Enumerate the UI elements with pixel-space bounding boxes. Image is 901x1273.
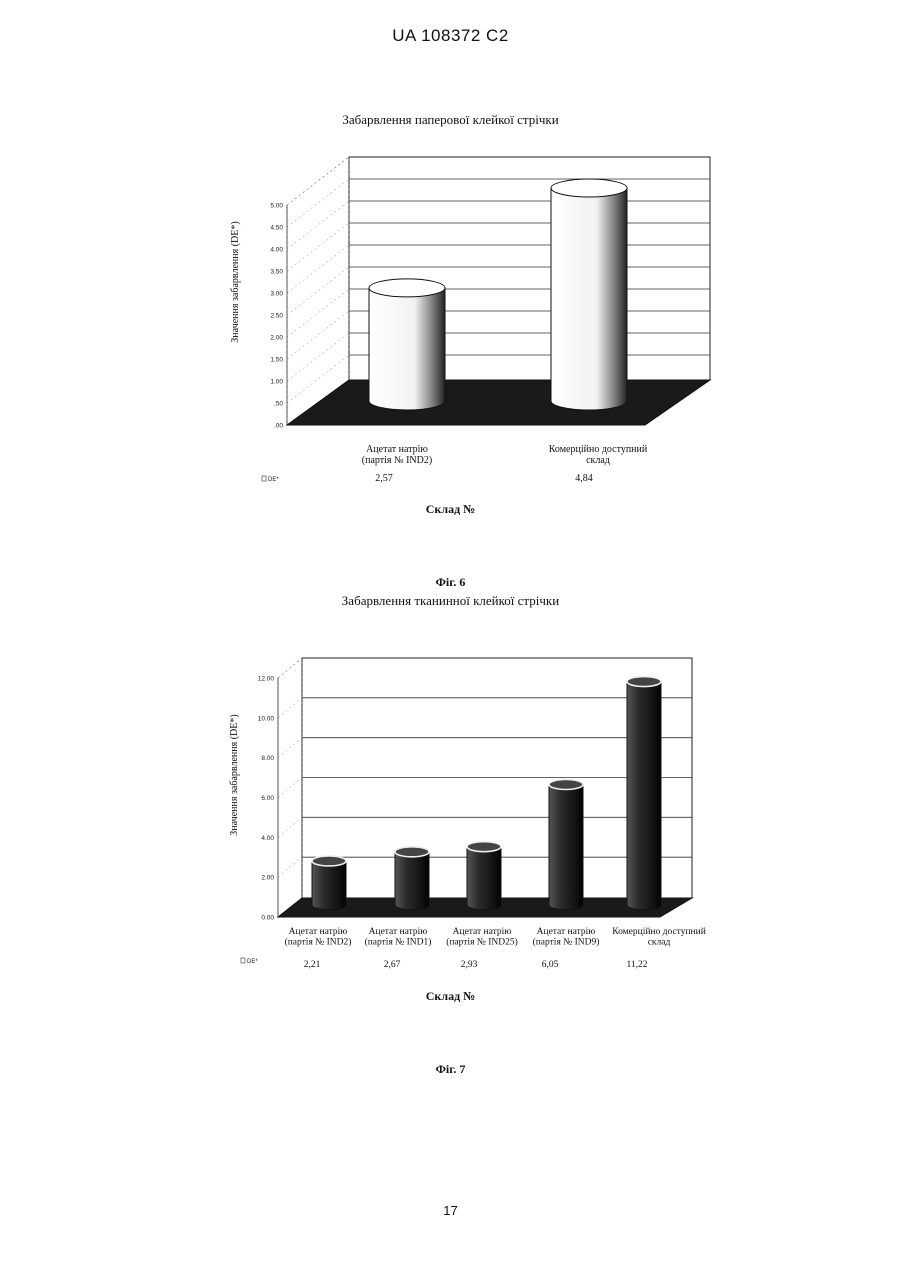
chart2-ytick-label: 12.00 bbox=[258, 676, 275, 683]
chart2-bar-top bbox=[395, 847, 429, 857]
chart2-grid-diagonal bbox=[278, 738, 302, 758]
chart2-grid-diagonal bbox=[278, 778, 302, 798]
chart2-ytick-label: 8.00 bbox=[261, 755, 274, 762]
chart2-bar bbox=[627, 682, 661, 910]
chart2-bar bbox=[312, 861, 346, 910]
chart2-grid-diagonal bbox=[278, 817, 302, 837]
chart2-bar bbox=[467, 847, 501, 910]
chart2-value-label: 6,05 bbox=[542, 960, 559, 970]
chart2-value-label: 2,21 bbox=[304, 960, 321, 970]
chart2-grid-diagonal bbox=[278, 698, 302, 718]
chart2-plot: 12.00 10.00 8.00 6.00 4.00 2.00 0.00 Значення з… bbox=[0, 0, 901, 1000]
chart2-bar-top bbox=[467, 842, 501, 852]
chart2-value-label: 2,67 bbox=[384, 960, 401, 970]
chart2-bar-top bbox=[627, 677, 661, 687]
chart2-ylabel: Значення забарвлення (DE*) bbox=[229, 714, 240, 835]
chart2-ytick-label: 10.00 bbox=[258, 715, 275, 722]
chart2-category-label: (партія № IND2) bbox=[285, 937, 352, 948]
chart2-category-label: склад bbox=[648, 938, 671, 948]
chart2-category-label: Ацетат натрію bbox=[453, 927, 512, 937]
chart2-bar bbox=[395, 852, 429, 910]
chart2-category-label: Комерційно доступний bbox=[612, 926, 706, 937]
chart2-row-label: DE* bbox=[247, 959, 258, 965]
chart2-value-label: 11,22 bbox=[626, 960, 647, 970]
chart2-category-label: Ацетат натрію bbox=[537, 927, 596, 937]
chart2-category-label: Ацетат натрію bbox=[289, 927, 348, 937]
chart2-ytick-label: 2.00 bbox=[261, 875, 274, 882]
chart2-xlabel: Склад № bbox=[0, 989, 901, 1004]
chart2-grid-diagonal bbox=[278, 857, 302, 877]
chart2-value-label: 2,93 bbox=[461, 960, 478, 970]
chart2-legend-key bbox=[241, 958, 245, 963]
chart2-bar bbox=[549, 785, 583, 910]
chart2-category-label: (партія № IND9) bbox=[533, 937, 600, 948]
chart2-bar-top bbox=[549, 780, 583, 790]
chart2-category-label: Ацетат натрію bbox=[369, 927, 428, 937]
chart2-category-label: (партія № IND1) bbox=[365, 937, 432, 948]
chart2-ytick-label: 6.00 bbox=[261, 795, 274, 802]
page-number: 17 bbox=[0, 1203, 901, 1218]
figure-7-label: Фіг. 7 bbox=[0, 1062, 901, 1077]
chart2-category-label: (партія № IND25) bbox=[446, 937, 518, 948]
chart2-bar-top bbox=[312, 856, 346, 866]
chart2-ytick-label: 4.00 bbox=[261, 835, 274, 842]
chart2-ytick-label: 0.00 bbox=[261, 915, 274, 922]
